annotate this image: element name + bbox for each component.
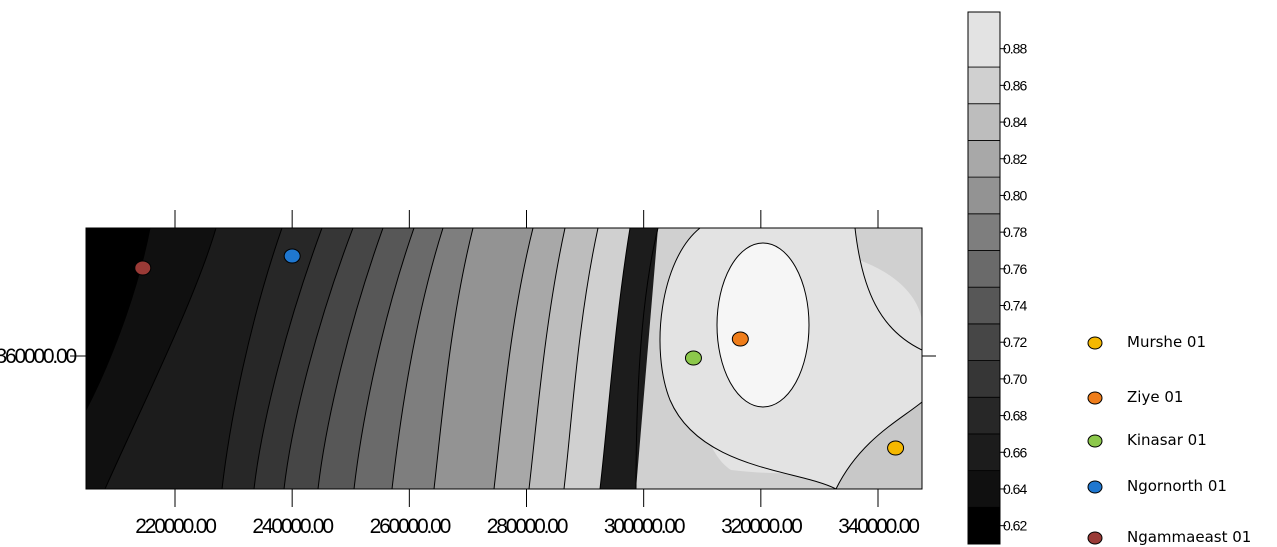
contour-line — [659, 228, 837, 489]
colorbar-swatch — [967, 250, 1001, 288]
contour-line — [221, 228, 283, 489]
contour-line — [854, 228, 922, 351]
contour-line — [253, 228, 323, 489]
contour-band — [86, 228, 150, 410]
well-marker — [134, 260, 152, 276]
legend-label: Murshe 01 — [1127, 333, 1206, 351]
colorbar-swatch — [967, 140, 1001, 178]
colorbar-swatch — [967, 66, 1001, 105]
legend-marker — [1087, 336, 1103, 350]
x-axis: 220000.00 240000.00 260000.00 280000.00 3000… — [135, 210, 921, 538]
contour-line — [353, 228, 415, 489]
legend-label: Ngornorth 01 — [1127, 477, 1227, 495]
plot-frame — [85, 227, 923, 490]
legend-marker — [1087, 531, 1103, 545]
colorbar-label: 0.86 — [1003, 77, 1027, 93]
contour-line — [563, 228, 599, 489]
well-marker — [887, 440, 905, 456]
colorbar-label: 0.72 — [1003, 334, 1027, 350]
colorbar-swatch — [967, 11, 1001, 68]
well-marker — [684, 350, 702, 366]
contour-line — [493, 228, 534, 489]
contour-line — [528, 228, 566, 489]
colorbar-swatch — [967, 360, 1001, 398]
legend-label: Kinasar 01 — [1127, 431, 1207, 449]
colorbar-label: 0.62 — [1003, 518, 1027, 534]
x-tick-label: 260000.00 — [370, 515, 451, 538]
legend: Murshe 01 Ziye 01 Kinasar 01 Ngornorth 01 Ng… — [1087, 333, 1251, 546]
well-marker — [283, 248, 301, 264]
contour-band — [717, 243, 809, 407]
x-tick-label: 320000.00 — [721, 515, 802, 538]
contour-line — [635, 228, 659, 489]
x-tick-label: 240000.00 — [252, 515, 333, 538]
legend-label: Ziye 01 — [1127, 388, 1183, 406]
legend-label: Ngammaeast 01 — [1127, 528, 1251, 546]
colorbar-label: 0.64 — [1003, 481, 1027, 497]
colorbar-label: 0.82 — [1003, 151, 1027, 167]
colorbar-label: 0.78 — [1003, 224, 1027, 240]
y-tick-label: 1360000.00 — [0, 345, 77, 368]
contour-band — [86, 228, 216, 489]
legend-marker — [1087, 391, 1103, 405]
colorbar-swatch — [967, 103, 1001, 141]
colorbar-swatch — [967, 286, 1001, 325]
contour-line — [104, 228, 217, 489]
x-tick-label: 220000.00 — [135, 515, 216, 538]
well-markers — [134, 248, 905, 456]
colorbar-swatch — [967, 506, 1001, 545]
colorbar-swatch — [967, 396, 1001, 435]
colorbar: 0.62 0.64 0.66 0.68 0.70 0.72 0.74 0.76 0.78 0.80… — [967, 11, 1028, 545]
colorbar-swatch — [967, 323, 1001, 361]
x-tick-label: 340000.00 — [838, 515, 919, 538]
colorbar-label: 0.76 — [1003, 261, 1027, 277]
colorbar-label: 0.74 — [1003, 298, 1027, 314]
colorbar-label: 0.66 — [1003, 444, 1027, 460]
contour-line — [283, 228, 354, 489]
colorbar-swatch — [967, 433, 1001, 472]
contour-line — [835, 401, 922, 489]
y-axis: 1360000.00 — [0, 345, 936, 368]
colorbar-swatch — [967, 213, 1001, 251]
colorbar-swatch — [967, 470, 1001, 508]
legend-marker — [1087, 434, 1103, 448]
legend-marker — [1087, 480, 1103, 494]
contour-line — [599, 228, 631, 489]
colorbar-swatch — [967, 176, 1001, 215]
colorbar-frame — [967, 11, 1001, 545]
contour-fills — [86, 228, 922, 489]
colorbar-label: 0.70 — [1003, 371, 1027, 387]
contour-line — [433, 228, 474, 489]
contour-lines — [86, 228, 922, 489]
colorbar-label: 0.84 — [1003, 114, 1027, 130]
well-marker — [731, 331, 749, 347]
contour-line — [86, 228, 151, 411]
colorbar-label: 0.80 — [1003, 187, 1027, 203]
contour-line — [716, 242, 810, 408]
x-tick-label: 280000.00 — [487, 515, 568, 538]
contour-band — [836, 402, 922, 489]
x-tick-label: 300000.00 — [604, 515, 685, 538]
colorbar-label: 0.68 — [1003, 408, 1027, 424]
colorbar-label: 0.88 — [1003, 41, 1027, 57]
contour-line — [317, 228, 384, 489]
contour-line — [391, 228, 444, 489]
